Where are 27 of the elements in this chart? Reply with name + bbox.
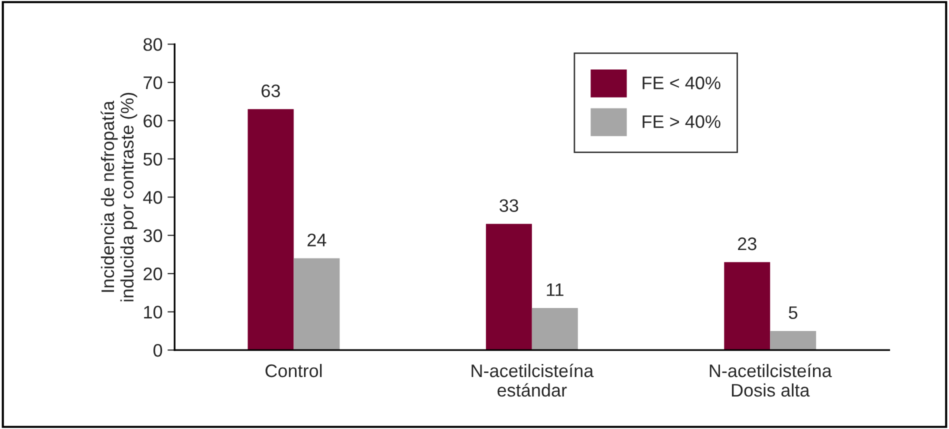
bar — [770, 330, 816, 350]
data-label: 24 — [308, 234, 326, 246]
y-tick-label: 40 — [143, 191, 162, 204]
x-tick-label: Control — [266, 364, 322, 378]
bar — [248, 109, 294, 350]
y-tick-label: 0 — [153, 344, 162, 357]
data-label: 5 — [788, 306, 798, 320]
legend-label: FE > 40% — [642, 115, 720, 128]
bar — [532, 308, 578, 350]
legend-label: FE < 40% — [642, 76, 720, 90]
x-tick-label: N-acetilcisteína Dosis alta — [710, 364, 832, 397]
y-tick-label: 30 — [143, 229, 162, 242]
y-tick-label: 70 — [144, 76, 162, 90]
bar — [486, 224, 532, 350]
bar — [724, 262, 770, 350]
data-label: 63 — [262, 84, 280, 98]
data-label: 33 — [500, 199, 518, 212]
y-axis-title: Incidencia de nefropatía inducida por contraste (%) — [100, 92, 138, 302]
x-tick-label: N-acetilcisteína estándar — [472, 364, 594, 397]
y-tick-label: 10 — [144, 306, 162, 319]
data-label: 11 — [546, 284, 564, 296]
y-tick-label: 60 — [144, 114, 162, 128]
y-tick-label: 80 — [144, 38, 162, 51]
y-tick-label: 50 — [143, 152, 162, 166]
y-tick-label: 20 — [144, 268, 162, 280]
bar — [294, 258, 340, 350]
data-label: 23 — [738, 237, 756, 250]
